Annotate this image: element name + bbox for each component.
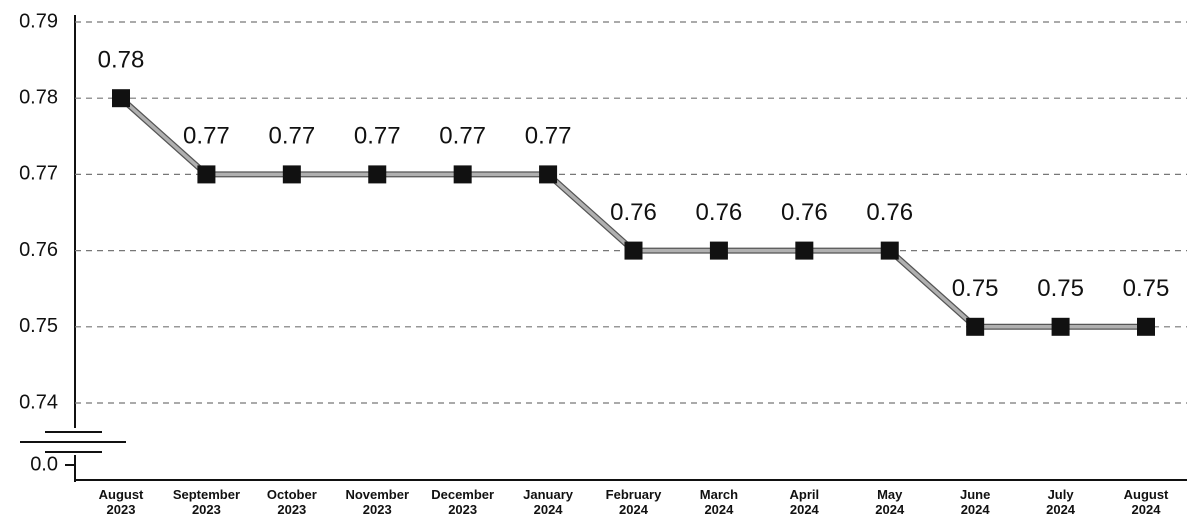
x-tick-label-line: August xyxy=(99,487,144,502)
x-tick-label-line: October xyxy=(267,487,317,502)
y-tick-label: 0.78 xyxy=(19,86,58,108)
data-label: 0.76 xyxy=(610,199,657,226)
x-tick-label-line: September xyxy=(173,487,240,502)
x-tick-label-line: January xyxy=(523,487,574,502)
data-label: 0.77 xyxy=(525,123,572,150)
x-tick-label-line: 2024 xyxy=(875,502,905,517)
x-tick-label-line: June xyxy=(960,487,990,502)
x-tick-label: March 2024 xyxy=(700,487,738,517)
x-tick-label-line: 2023 xyxy=(192,502,221,517)
x-tick-label-line: August xyxy=(1124,487,1169,502)
data-label: 0.75 xyxy=(1037,275,1084,302)
marker xyxy=(1137,317,1155,336)
x-tick-label-line: 2024 xyxy=(790,502,820,517)
x-tick-label: September 2023 xyxy=(173,487,240,517)
x-tick-label-line: December xyxy=(431,487,494,502)
x-tick-label-line: 2024 xyxy=(1046,502,1076,517)
x-tick-label: April 2024 xyxy=(790,487,820,517)
marker xyxy=(880,241,899,260)
x-tick-label-line: 2024 xyxy=(704,502,734,517)
x-tick-label-line: 2023 xyxy=(363,502,392,517)
marker xyxy=(368,165,387,184)
x-tick-label: December 2023 xyxy=(431,487,494,517)
x-tick-label: August 2024 xyxy=(1124,487,1169,517)
x-tick-label-line: 2024 xyxy=(1132,502,1162,517)
x-tick-label-line: 2024 xyxy=(534,502,564,517)
x-tick-label-line: July xyxy=(1048,487,1075,502)
data-label: 0.76 xyxy=(866,199,913,226)
data-label: 0.77 xyxy=(183,123,230,150)
data-label: 0.75 xyxy=(1123,275,1170,302)
x-tick-label-line: 2023 xyxy=(107,502,136,517)
x-tick-label: August 2023 xyxy=(99,487,144,517)
x-tick-label: May 2024 xyxy=(875,487,905,517)
x-tick-label: February 2024 xyxy=(606,487,662,517)
x-tick-label-line: March xyxy=(700,487,738,502)
data-label: 0.78 xyxy=(98,47,145,74)
marker xyxy=(539,165,558,184)
marker xyxy=(624,241,643,260)
x-tick-label-line: 2024 xyxy=(619,502,649,517)
marker xyxy=(966,317,985,336)
data-label: 0.76 xyxy=(781,199,828,226)
x-tick-label: October 2023 xyxy=(267,487,317,517)
data-label: 0.75 xyxy=(952,275,999,302)
x-tick-label-line: November xyxy=(345,487,409,502)
y-tick-label: 0.79 xyxy=(19,10,58,32)
y-tick-label: 0.0 xyxy=(30,453,58,475)
marker xyxy=(709,241,728,260)
marker xyxy=(112,89,130,108)
x-tick-label-line: 2023 xyxy=(277,502,306,517)
x-tick-label: July 2024 xyxy=(1046,487,1076,517)
y-tick-label: 0.74 xyxy=(19,391,58,413)
y-tick-label: 0.76 xyxy=(19,239,58,261)
data-label: 0.77 xyxy=(354,123,401,150)
marker xyxy=(282,165,301,184)
marker xyxy=(197,165,216,184)
x-tick-label: November 2023 xyxy=(345,487,409,517)
x-tick-label-line: 2023 xyxy=(448,502,477,517)
y-tick-label: 0.77 xyxy=(19,163,58,185)
x-tick-label-line: May xyxy=(877,487,903,502)
x-tick-label-line: April xyxy=(790,487,820,502)
data-label: 0.77 xyxy=(439,123,486,150)
marker xyxy=(1051,317,1070,336)
x-tick-label: January 2024 xyxy=(523,487,574,517)
y-tick-label: 0.75 xyxy=(19,315,58,337)
x-tick-label: June 2024 xyxy=(960,487,990,517)
x-tick-label-line: 2024 xyxy=(961,502,991,517)
x-tick-label-line: February xyxy=(606,487,662,502)
marker xyxy=(453,165,472,184)
data-label: 0.77 xyxy=(268,123,315,150)
data-label: 0.76 xyxy=(696,199,743,226)
marker xyxy=(795,241,814,260)
